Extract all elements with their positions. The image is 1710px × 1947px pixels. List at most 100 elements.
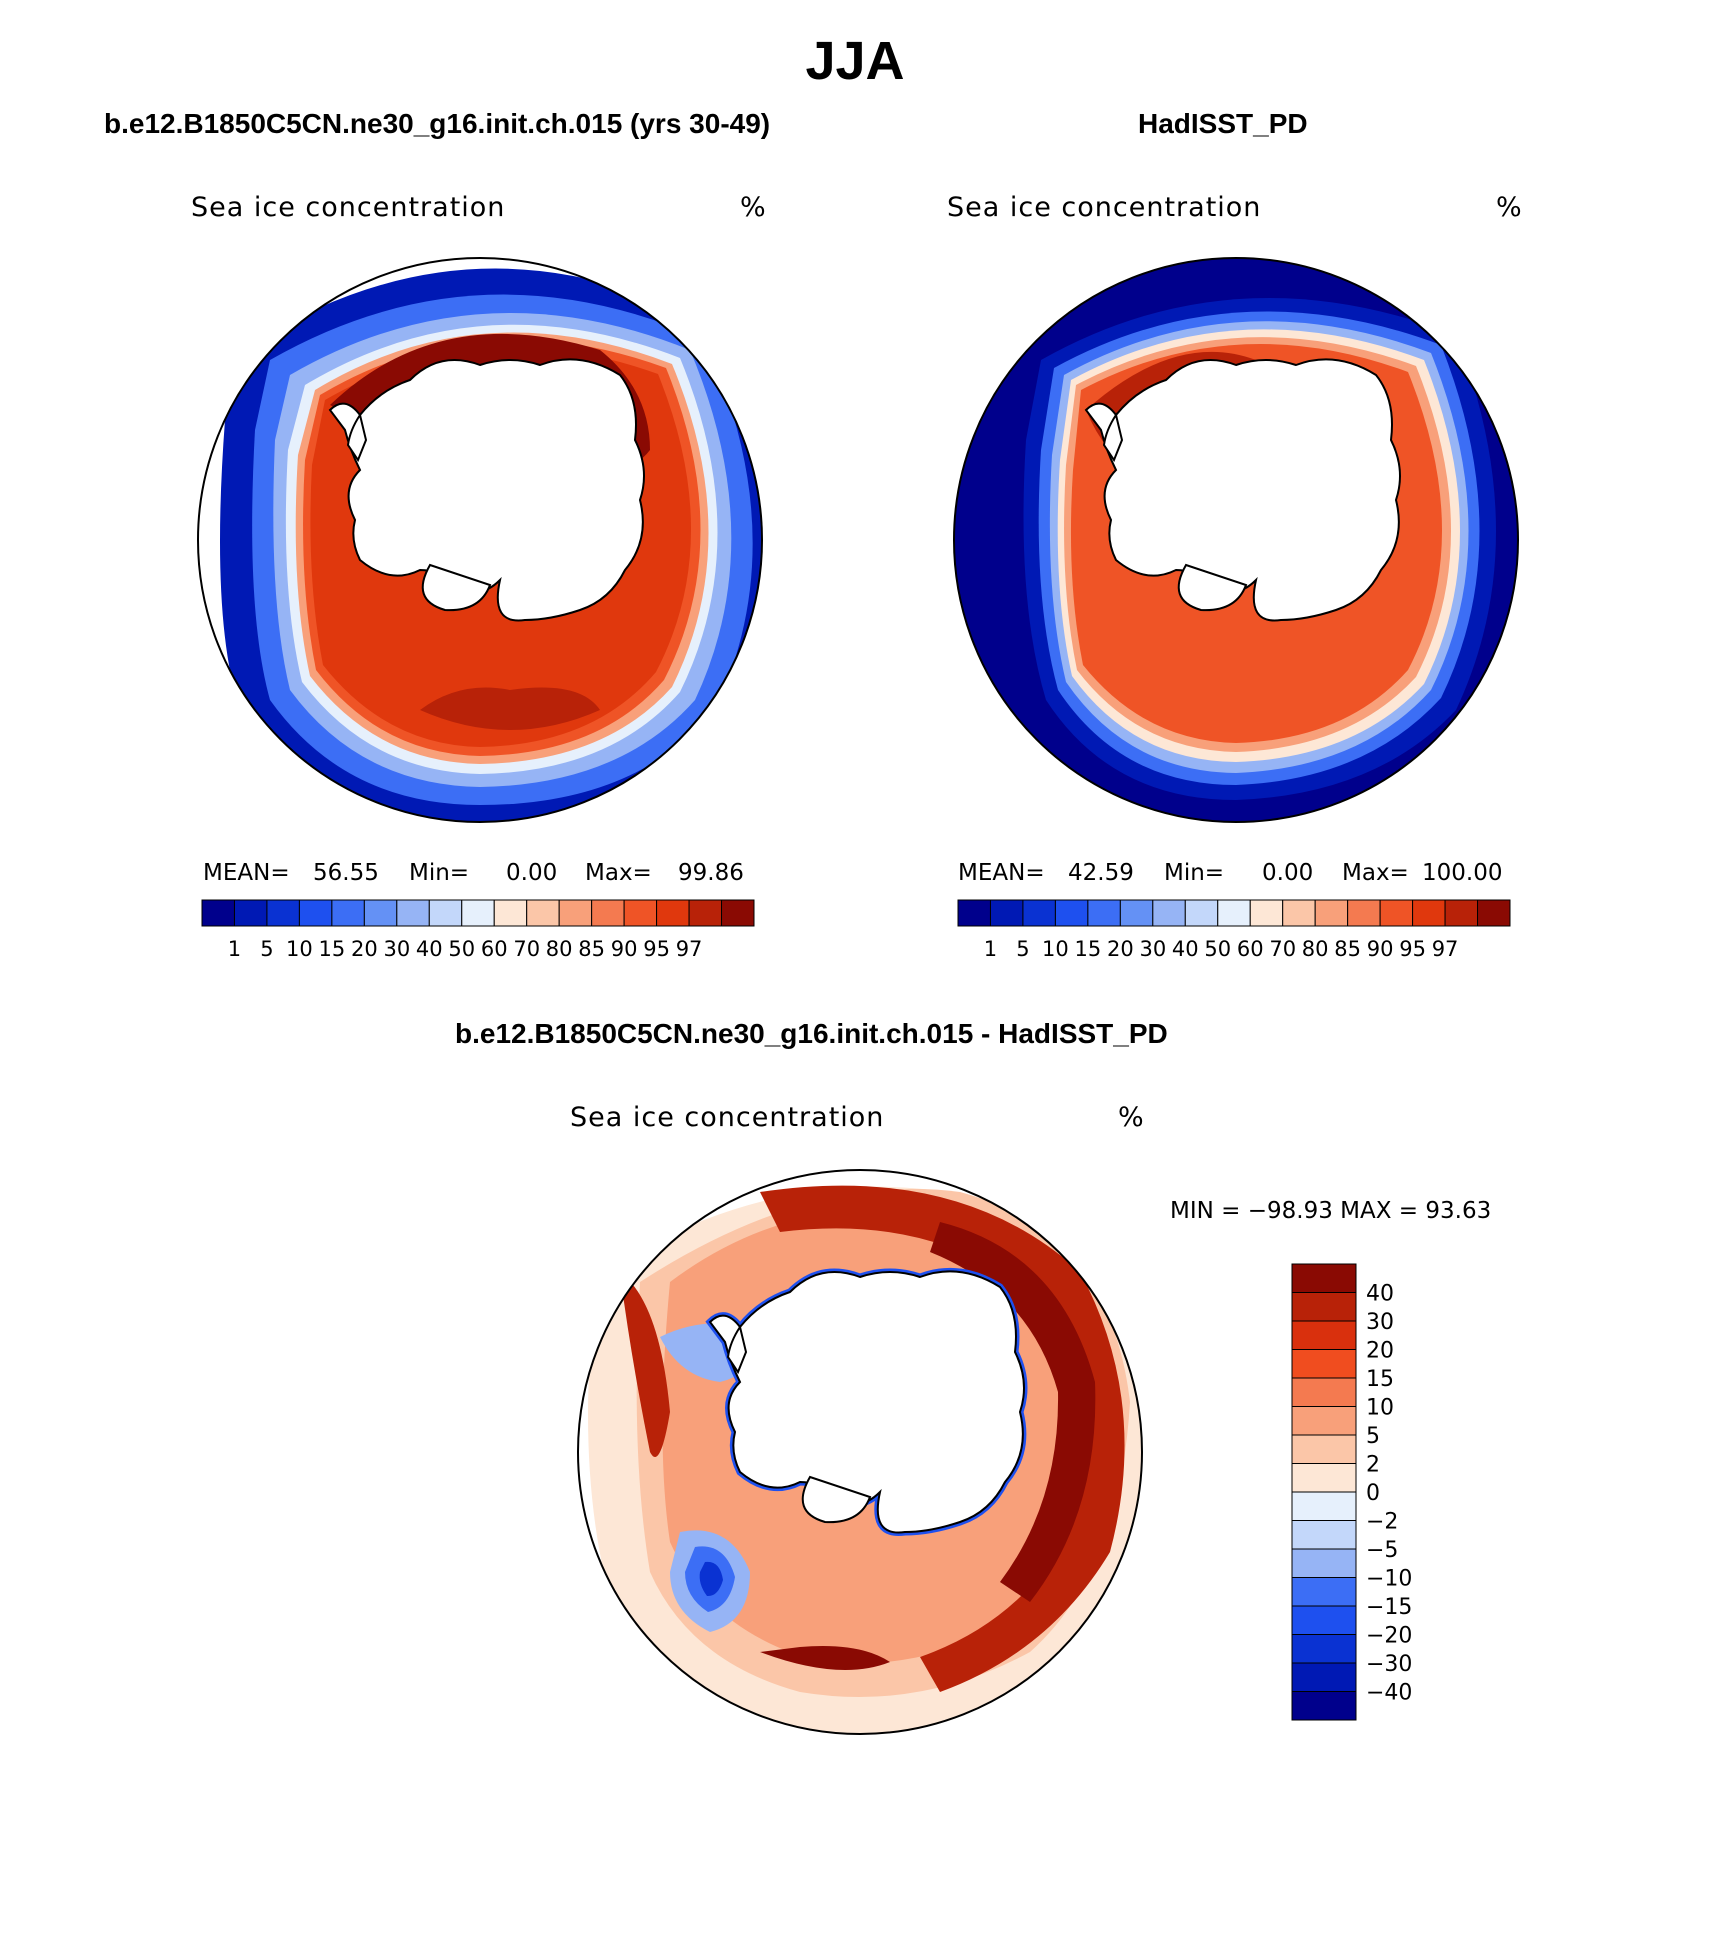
diff-colorbar-box [1291,1463,1357,1493]
model-colorbar-tick-label: 60 [481,937,508,961]
obs-colorbar-box [1314,899,1349,927]
obs-colorbar-tick-label: 60 [1237,937,1264,961]
model-colorbar-box [558,899,593,927]
obs-colorbar-tick-label: 95 [1399,937,1426,961]
diff-colorbar-box [1291,1691,1357,1721]
model-colorbar-box [461,899,495,927]
obs-colorbar-box [989,899,1024,927]
diff-colorbar-box [1291,1491,1357,1521]
model-colorbar-box [623,899,658,927]
model-colorbar-box [363,899,398,927]
obs-colorbar-tick-label: 40 [1172,937,1199,961]
model-units-label: % [740,192,767,223]
model-colorbar-tick-label: 15 [319,937,346,961]
model-colorbar-box [266,899,300,927]
model-colorbar-box [233,899,268,927]
diff-colorbar-box [1291,1605,1357,1635]
obs-units-label: % [1496,192,1523,223]
model-colorbar-box [493,899,528,927]
obs-colorbar-box [1119,899,1154,927]
obs-colorbar-tick-label: 30 [1139,937,1166,961]
model-colorbar-tick-label: 50 [448,937,475,961]
obs-colorbar-tick-label: 5 [1016,937,1029,961]
model-colorbar-tick-label: 97 [676,937,703,961]
diff-polar-map [577,1169,1143,1735]
obs-polar-map [953,257,1519,823]
obs-colorbar-box [1087,899,1121,927]
model-field-label: Sea ice concentration [191,192,506,223]
obs-colorbar-tick-label: 50 [1204,937,1231,961]
obs-colorbar-box [1379,899,1414,927]
obs-panel-title: HadISST_PD [1138,108,1308,139]
diff-colorbar-tick-label: 20 [1366,1339,1394,1364]
model-colorbar-box [201,899,235,927]
obs-colorbar-tick-label: 1 [984,937,997,961]
obs-mean-value: 42.59 [1068,860,1134,886]
model-colorbar-box [298,899,333,927]
model-colorbar-tick-label: 70 [513,937,540,961]
obs-min-value: 0.00 [1262,860,1314,886]
model-colorbar-box [526,899,560,927]
model-colorbar-tick-label: 30 [383,937,410,961]
model-polar-map [197,257,763,823]
model-colorbar-box [331,899,365,927]
model-colorbar-tick-label: 10 [286,937,313,961]
obs-field-label: Sea ice concentration [947,192,1262,223]
obs-colorbar-tick-label: 10 [1042,937,1069,961]
obs-colorbar-tick-label: 85 [1334,937,1361,961]
model-colorbar-box [396,899,430,927]
diff-colorbar-box [1291,1349,1357,1379]
model-colorbar-box [428,899,463,927]
obs-colorbar-box [1347,899,1381,927]
model-colorbar-tick-label: 90 [611,937,638,961]
obs-colorbar-box [1412,899,1446,927]
diff-colorbar-box [1291,1263,1357,1293]
model-colorbar-box [656,899,690,927]
obs-max-label: Max= [1342,860,1409,886]
obs-colorbar-box [1217,899,1251,927]
diff-colorbar-tick-label: 30 [1366,1310,1394,1335]
diff-colorbar-box [1291,1577,1357,1607]
diff-colorbar-tick-label: −15 [1366,1595,1412,1620]
obs-colorbar-tick-label: 97 [1432,937,1459,961]
diff-colorbar-box [1291,1320,1357,1350]
obs-colorbar-tick-label: 70 [1269,937,1296,961]
diff-colorbar-box [1291,1377,1357,1407]
model-colorbar-tick-label: 85 [578,937,605,961]
diff-field-label: Sea ice concentration [570,1102,885,1133]
diff-colorbar-box [1291,1662,1357,1692]
model-min-label: Min= [409,860,470,886]
obs-colorbar-box [957,899,991,927]
obs-colorbar-tick-label: 80 [1302,937,1329,961]
model-colorbar-tick-label: 95 [643,937,670,961]
diff-colorbar-tick-label: 5 [1366,1424,1380,1449]
model-colorbar-box [688,899,723,927]
model-mean-value: 56.55 [313,860,379,886]
obs-colorbar-box [1282,899,1316,927]
diff-colorbar-box [1291,1634,1357,1664]
model-colorbar: 1 5 10 15 20 30 40 50 60 70 80 85 90 95 97 [201,899,755,961]
model-colorbar-box [721,899,755,927]
diff-colorbar-tick-label: 15 [1366,1367,1394,1392]
diff-colorbar-tick-label: 0 [1366,1481,1380,1506]
diff-colorbar-tick-label: −40 [1366,1681,1412,1706]
diff-colorbar-tick-label: −2 [1366,1510,1398,1535]
obs-colorbar-box [1249,899,1284,927]
model-colorbar-tick-label: 1 [228,937,241,961]
diff-colorbar-box [1291,1434,1357,1464]
diff-colorbar-tick-label: −10 [1366,1567,1412,1592]
diff-colorbar-tick-label: −5 [1366,1538,1398,1563]
diff-minmax-text: MIN = −98.93 MAX = 93.63 [1170,1198,1492,1224]
obs-mean-label: MEAN= [958,860,1045,886]
obs-colorbar-box [1152,899,1186,927]
diff-panel-title: b.e12.B1850C5CN.ne30_g16.init.ch.015 - H… [455,1018,1168,1049]
model-colorbar-tick-label: 40 [416,937,443,961]
diff-colorbar-box [1291,1520,1357,1550]
model-colorbar-box [591,899,625,927]
model-colorbar-tick-label: 5 [260,937,273,961]
diff-colorbar-tick-label: 40 [1366,1282,1394,1307]
obs-max-value: 100.00 [1422,860,1503,886]
obs-min-label: Min= [1164,860,1225,886]
diff-colorbar-tick-label: −30 [1366,1652,1412,1677]
